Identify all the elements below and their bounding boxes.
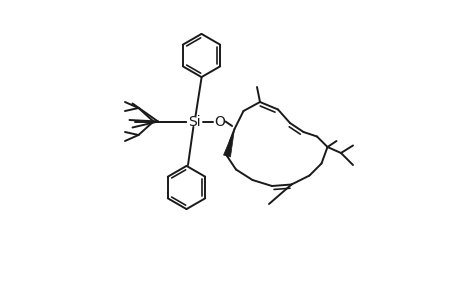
Text: Si: Si xyxy=(187,115,200,128)
Polygon shape xyxy=(223,129,234,157)
Text: O: O xyxy=(213,115,224,128)
